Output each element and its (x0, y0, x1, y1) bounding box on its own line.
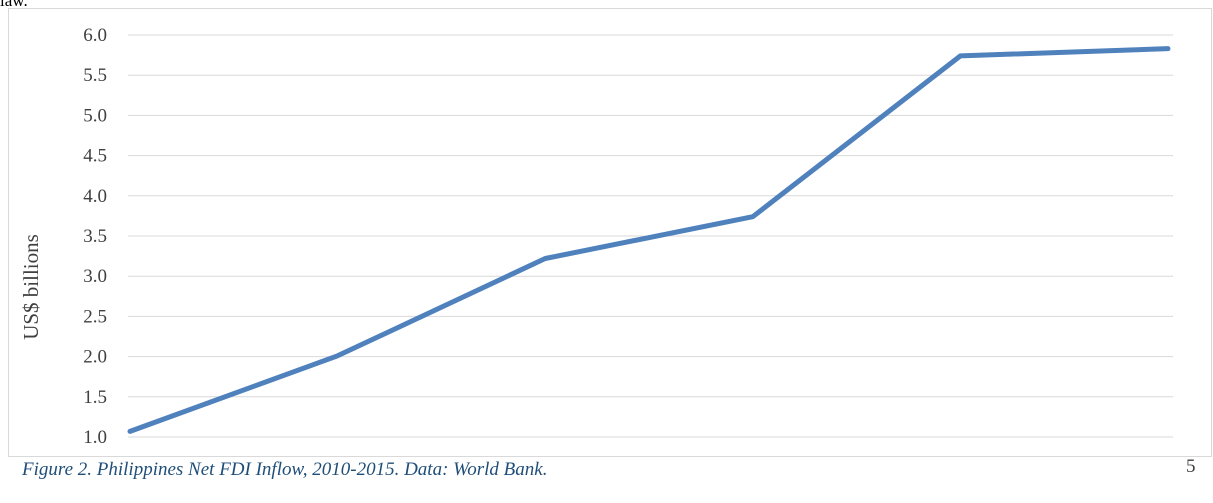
y-axis-ticks: 1.0 1.5 2.0 2.5 3.0 3.5 4.0 4.5 5.0 5.5 6.0 (83, 25, 107, 448)
series-line (127, 46, 1171, 434)
page-number: 5 (1186, 456, 1196, 477)
y-tick-label: 4.0 (83, 186, 107, 207)
gridlines (128, 34, 1173, 438)
y-tick-label: 5.5 (83, 65, 107, 86)
y-tick-label: 4.5 (83, 146, 107, 167)
y-tick-label: 3.5 (83, 226, 107, 247)
figure-caption: Figure 2. Philippines Net FDI Inflow, 20… (22, 459, 548, 480)
y-tick-label: 6.0 (83, 25, 107, 46)
y-tick-label: 1.5 (83, 387, 107, 408)
series-group (127, 46, 1171, 434)
y-tick-label: 1.0 (83, 427, 107, 448)
y-tick-label: 3.0 (83, 266, 107, 287)
y-tick-label: 2.0 (83, 347, 107, 368)
y-tick-label: 5.0 (83, 105, 107, 126)
previous-page-text-fragment: law. (0, 0, 28, 10)
chart-frame (8, 8, 1212, 457)
y-axis-label: US$ billions (19, 234, 43, 340)
y-tick-label: 2.5 (83, 306, 107, 327)
